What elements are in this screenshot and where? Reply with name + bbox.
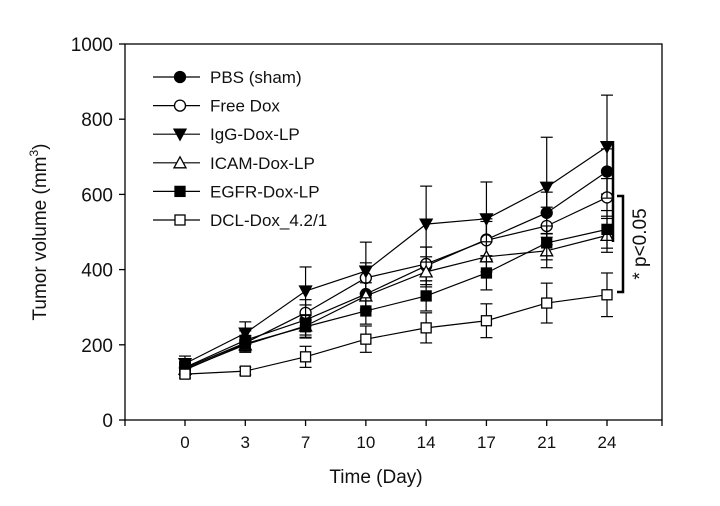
y-axis-label-sup: 3 xyxy=(27,150,41,157)
y-tick-label: 0 xyxy=(102,411,113,432)
data-point xyxy=(539,181,554,195)
series-line xyxy=(184,196,608,369)
y-axis-label-close: ) xyxy=(30,144,51,150)
y-axis-label: Tumor volume (mm3) xyxy=(27,144,51,321)
legend-marker xyxy=(174,185,186,198)
data-point xyxy=(360,305,372,317)
legend-label: DCL-Dox_4.2/1 xyxy=(210,211,327,230)
data-point xyxy=(419,264,434,278)
x-tick-label: 14 xyxy=(417,433,436,452)
y-tick-label: 800 xyxy=(81,110,113,131)
data-point xyxy=(541,237,553,249)
data-point xyxy=(479,213,494,227)
legend-marker xyxy=(174,214,186,226)
x-tick-label: 10 xyxy=(356,433,375,452)
legend-item: ICAM-Dox-LP xyxy=(153,154,315,173)
data-point xyxy=(420,322,432,334)
data-point xyxy=(299,351,312,363)
legend-marker xyxy=(173,70,187,84)
data-point xyxy=(238,327,253,341)
legend-label: ICAM-Dox-LP xyxy=(210,154,315,173)
data-point xyxy=(299,321,312,333)
legend-label: EGFR-Dox-LP xyxy=(210,182,320,201)
significance-annotation: * p<0.05 xyxy=(611,141,651,294)
legend-item: EGFR-Dox-LP xyxy=(153,182,320,201)
data-point xyxy=(480,315,493,327)
legend-label: PBS (sham) xyxy=(210,68,302,87)
series-line xyxy=(184,234,608,370)
x-tick-label: 21 xyxy=(537,433,556,452)
plot-frame xyxy=(124,43,663,421)
x-axis-label: Time (Day) xyxy=(329,467,422,488)
series-5 xyxy=(179,272,613,380)
data-point xyxy=(601,289,613,301)
data-point xyxy=(239,338,251,350)
legend-item: IgG-Dox-LP xyxy=(153,125,300,144)
y-tick-label: 600 xyxy=(81,185,113,206)
legend-item: Free Dox xyxy=(153,97,280,116)
series-4 xyxy=(179,209,613,377)
series-line xyxy=(184,146,608,365)
series-line xyxy=(184,228,608,371)
series-line xyxy=(184,294,608,375)
y-tick-label: 1000 xyxy=(71,35,113,56)
significance-label: * p<0.05 xyxy=(630,208,651,279)
data-point xyxy=(541,297,553,309)
legend-label: IgG-Dox-LP xyxy=(210,125,300,144)
x-tick-label: 0 xyxy=(180,433,189,452)
legend-marker xyxy=(172,155,188,169)
legend: PBS (sham) Free Dox IgG-Dox-LP ICAM-Dox-LP E… xyxy=(153,68,327,230)
y-tick-label: 400 xyxy=(81,261,113,282)
data-point xyxy=(239,365,251,377)
series-line xyxy=(184,170,608,368)
data-point xyxy=(360,333,372,345)
y-axis-label-main: Tumor volume (mm xyxy=(30,157,51,321)
x-tick-label: 17 xyxy=(477,433,496,452)
data-point xyxy=(179,368,191,380)
data-point xyxy=(601,223,613,236)
data-point xyxy=(358,265,373,279)
data-point xyxy=(298,285,313,299)
data-point xyxy=(420,290,432,302)
y-tick-label: 200 xyxy=(81,336,113,357)
legend-marker xyxy=(172,128,188,142)
data-point xyxy=(480,267,493,279)
legend-item: DCL-Dox_4.2/1 xyxy=(153,211,327,230)
legend-label: Free Dox xyxy=(210,97,280,116)
data-point xyxy=(419,218,434,232)
significance-bracket-2 xyxy=(617,194,625,294)
data-point xyxy=(599,140,615,155)
x-tick-label: 3 xyxy=(241,433,250,452)
legend-item: PBS (sham) xyxy=(153,68,302,87)
x-tick-label: 24 xyxy=(598,433,617,452)
axes: 0 200 400 600 800 1000 0 3 7 10 14 17 21 24 xyxy=(71,35,663,452)
series-layer xyxy=(177,94,615,380)
x-tick-label: 7 xyxy=(301,433,310,452)
legend-marker xyxy=(173,99,187,112)
